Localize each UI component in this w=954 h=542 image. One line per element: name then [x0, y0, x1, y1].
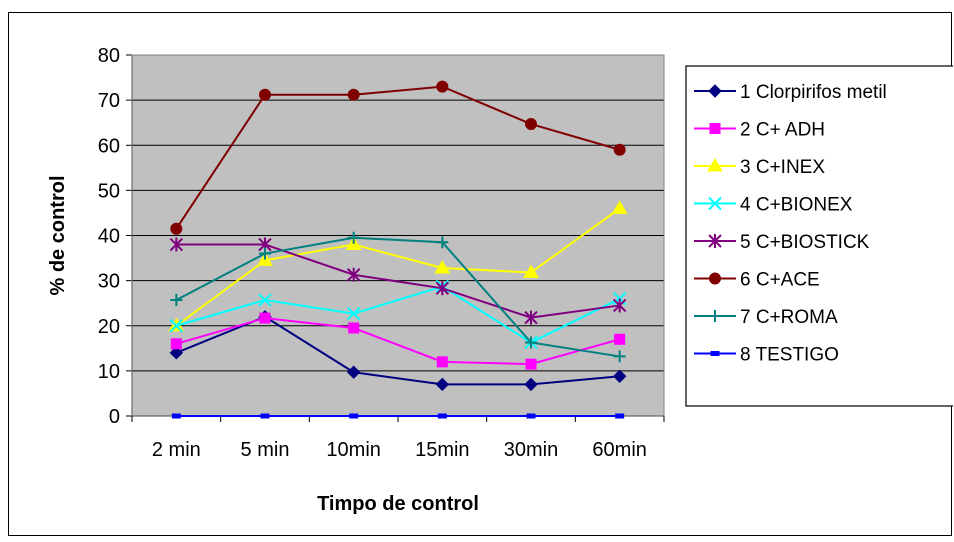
legend-label: 1 Clorpirifos metil [740, 82, 887, 103]
legend-item: 7 C+ROMA [694, 307, 838, 328]
series-7 [170, 231, 626, 363]
data-point [435, 281, 450, 296]
data-point [260, 413, 270, 419]
legend-label: 5 C+BIOSTICK [740, 232, 870, 253]
series-line [175, 85, 620, 230]
legend-label: 7 C+ROMA [740, 307, 838, 328]
data-point [612, 298, 627, 313]
legend: 1 Clorpirifos metil 2 C+ ADH 3 C+INEX 4 C+B… [685, 65, 954, 407]
legend-box [685, 65, 954, 407]
legend-marker [708, 84, 722, 98]
series-line [175, 236, 620, 358]
data-point [434, 259, 451, 274]
data-point [614, 333, 626, 345]
legend-marker [707, 158, 723, 172]
y-tick-label: 10 [98, 361, 120, 383]
data-point [525, 118, 537, 131]
legend-item: 3 C+INEX [694, 157, 825, 178]
data-point [436, 236, 449, 249]
data-point [615, 413, 625, 419]
legend-label: 8 TESTIGO [740, 345, 839, 366]
data-point [170, 338, 182, 350]
y-tick-labels: 0 10 20 30 40 50 60 70 80 [98, 45, 120, 428]
legend-label: 6 C+ACE [740, 270, 820, 291]
series-group [168, 80, 628, 419]
y-tick-label: 20 [98, 316, 120, 338]
data-point [349, 413, 359, 419]
legend-label: 4 C+BIONEX [740, 195, 853, 216]
y-axis-title: % de control [47, 175, 69, 295]
line-chart: 0 10 20 30 40 50 60 70 80 2 min 5 min 10min 15min 30… [47, 45, 954, 515]
series-line [176, 317, 620, 366]
legend-label: 3 C+INEX [740, 157, 825, 178]
series-2 [170, 312, 626, 370]
data-point [523, 264, 539, 279]
legend-item: 6 C+ACE [694, 270, 820, 291]
data-point [171, 413, 181, 419]
legend-item: 4 C+BIONEX [694, 195, 853, 216]
y-tick-label: 0 [109, 406, 120, 428]
data-point [170, 294, 183, 307]
legend-marker [710, 351, 720, 356]
data-point [347, 231, 360, 244]
y-tick-label: 60 [98, 135, 120, 157]
data-point [346, 365, 361, 379]
x-tick-label: 30min [504, 439, 558, 461]
data-point [346, 267, 361, 282]
legend-marker [708, 234, 722, 248]
data-point [169, 237, 184, 252]
data-point [347, 88, 360, 101]
legend-marker [709, 310, 721, 322]
y-tick-label: 40 [98, 226, 120, 248]
data-point [613, 143, 626, 156]
data-point [436, 80, 449, 93]
legend-marker [709, 272, 721, 285]
data-point [346, 306, 361, 321]
data-point [613, 350, 626, 363]
series-5 [169, 237, 627, 325]
data-point [436, 356, 448, 368]
y-tick-label: 80 [98, 45, 120, 67]
data-point [348, 322, 360, 334]
data-point [259, 312, 271, 324]
x-tick-label: 60min [592, 439, 646, 461]
x-tick-label: 2 min [152, 439, 201, 461]
series-8 [171, 413, 625, 419]
legend-item: 5 C+BIOSTICK [694, 232, 870, 253]
data-point [258, 293, 272, 307]
series-line [175, 207, 621, 327]
series-6 [170, 80, 626, 235]
legend-label: 2 C+ ADH [740, 120, 825, 141]
data-point [612, 369, 627, 383]
data-point [524, 377, 538, 392]
legend-item: 8 TESTIGO [694, 345, 839, 366]
data-point [525, 336, 537, 349]
data-point [259, 88, 271, 101]
legend-item: 1 Clorpirifos metil [694, 82, 887, 103]
data-point [525, 358, 537, 370]
x-tick-label: 15min [415, 439, 469, 461]
y-tick-label: 70 [98, 90, 120, 112]
legend-marker [708, 196, 722, 211]
x-tick-label: 10min [326, 439, 380, 461]
y-tick-label: 30 [98, 271, 120, 293]
series-line [176, 285, 621, 344]
legend-item: 2 C+ ADH [694, 120, 825, 141]
data-point [437, 413, 447, 419]
chart-frame: 0 10 20 30 40 50 60 70 80 2 min 5 min 10min 15min 30… [8, 12, 954, 536]
legend-marker [709, 123, 721, 134]
data-point [611, 200, 628, 214]
data-point [259, 247, 271, 260]
data-point [169, 319, 184, 333]
data-point [526, 413, 536, 419]
data-point [435, 377, 450, 392]
y-tick-label: 50 [98, 180, 120, 202]
data-point [524, 310, 538, 325]
data-point [170, 222, 183, 235]
x-tick-label: 5 min [241, 439, 290, 461]
x-axis-title: Timpo de control [317, 493, 479, 515]
series-line [176, 243, 620, 319]
x-tick-labels: 2 min 5 min 10min 15min 30min 60min [152, 439, 647, 461]
data-point [169, 346, 184, 360]
